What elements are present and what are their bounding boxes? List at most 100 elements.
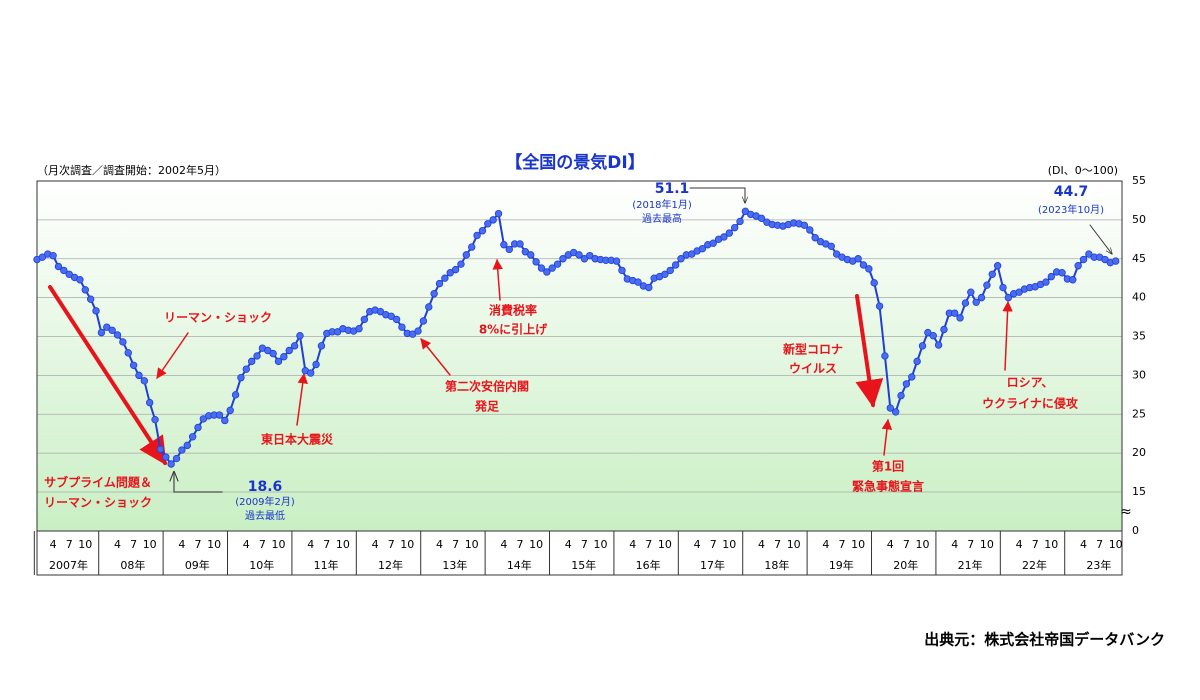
point: [956, 314, 964, 322]
point: [124, 349, 132, 357]
point: [1015, 288, 1023, 296]
plot-background: [37, 181, 1122, 531]
month-tick-label: 4: [114, 538, 121, 551]
month-tick-label: 4: [1016, 538, 1023, 551]
y-tick-label: 50: [1132, 213, 1146, 226]
point: [967, 288, 975, 296]
x-tick-label: 16年: [636, 558, 661, 572]
point: [92, 307, 100, 315]
point: [870, 279, 878, 287]
point: [376, 307, 385, 316]
subtitle: （月次調査／調査開始：2002年5月）: [37, 163, 226, 177]
month-tick-label: 7: [839, 538, 846, 551]
point: [929, 332, 937, 340]
month-tick-label: 7: [388, 538, 395, 551]
point: [993, 262, 1002, 270]
point: [494, 209, 503, 218]
x-tick-label: 08年: [120, 558, 145, 572]
point: [736, 217, 744, 226]
month-tick-label: 10: [916, 538, 930, 551]
point: [430, 290, 438, 298]
point: [360, 315, 369, 324]
point: [414, 327, 422, 335]
point: [81, 286, 89, 294]
point: [478, 227, 487, 235]
point: [221, 416, 229, 425]
point: [934, 341, 943, 349]
arrow: [156, 332, 189, 379]
point: [865, 265, 873, 273]
month-tick-label: 7: [66, 538, 73, 551]
point: [215, 411, 224, 419]
annotation: 新型コロナ: [783, 342, 843, 357]
month-tick-label: 7: [452, 538, 459, 551]
point: [951, 309, 959, 317]
month-tick-label: 4: [1080, 538, 1087, 551]
point: [38, 253, 47, 261]
point: [720, 233, 728, 241]
point: [65, 270, 73, 278]
month-tick-label: 10: [787, 538, 801, 551]
point: [468, 243, 476, 251]
annotation: リーマン・ショック: [164, 311, 272, 325]
month-tick-label: 7: [581, 538, 588, 551]
month-tick-label: 4: [500, 538, 507, 551]
point: [285, 346, 293, 355]
point: [886, 404, 894, 412]
point: [86, 295, 95, 303]
point: [741, 207, 750, 216]
point: [280, 353, 288, 361]
point: [199, 415, 208, 423]
month-tick-label: 7: [195, 538, 202, 551]
y-tick-label: 40: [1132, 291, 1146, 304]
point: [446, 269, 454, 277]
annotation: 18.6: [248, 479, 283, 495]
point: [1111, 257, 1120, 265]
x-tick-label: 23年: [1086, 558, 1111, 572]
point: [108, 326, 116, 334]
point: [451, 265, 460, 274]
point: [140, 377, 149, 385]
point: [194, 423, 202, 432]
month-tick-label: 10: [272, 538, 286, 551]
month-tick-label: 10: [529, 538, 543, 551]
annotation: 緊急事態宣言: [852, 479, 924, 494]
point: [129, 361, 138, 369]
point: [1101, 255, 1109, 264]
month-tick-label: 10: [143, 538, 157, 551]
annotation: ウクライナに侵攻: [982, 396, 1079, 411]
annotation: 東日本大震災: [261, 432, 334, 447]
month-tick-label: 4: [951, 538, 958, 551]
source: 出典元：株式会社帝国データバンク: [924, 631, 1165, 649]
chart-title: 【全国の景気DI】: [505, 152, 644, 173]
point: [242, 365, 250, 373]
point: [317, 342, 326, 350]
arrow: [855, 294, 884, 408]
point: [532, 258, 540, 266]
point: [875, 302, 884, 310]
annotation: サブプライム問題＆: [44, 475, 152, 490]
plot-frame: [36, 180, 1123, 576]
point: [97, 328, 106, 337]
point: [500, 241, 508, 249]
arrows: [48, 187, 1112, 493]
point: [398, 323, 406, 331]
point: [484, 220, 492, 228]
x-tick-label: 18年: [764, 558, 789, 572]
month-tick-label: 10: [980, 538, 994, 551]
month-tick-label: 10: [658, 538, 672, 551]
point: [661, 270, 669, 278]
point: [1079, 255, 1088, 264]
point: [387, 312, 395, 320]
point: [961, 299, 970, 307]
month-tick-label: 7: [774, 538, 781, 551]
point: [940, 325, 948, 334]
annotation: ウイルス: [789, 362, 837, 376]
x-tick-label: 17年: [700, 558, 725, 572]
annotation: ロシア、: [1007, 376, 1054, 390]
y-tick-label: 15: [1132, 485, 1146, 498]
y-tick-label: 20: [1132, 446, 1146, 459]
point: [419, 317, 428, 325]
point: [1047, 272, 1055, 281]
